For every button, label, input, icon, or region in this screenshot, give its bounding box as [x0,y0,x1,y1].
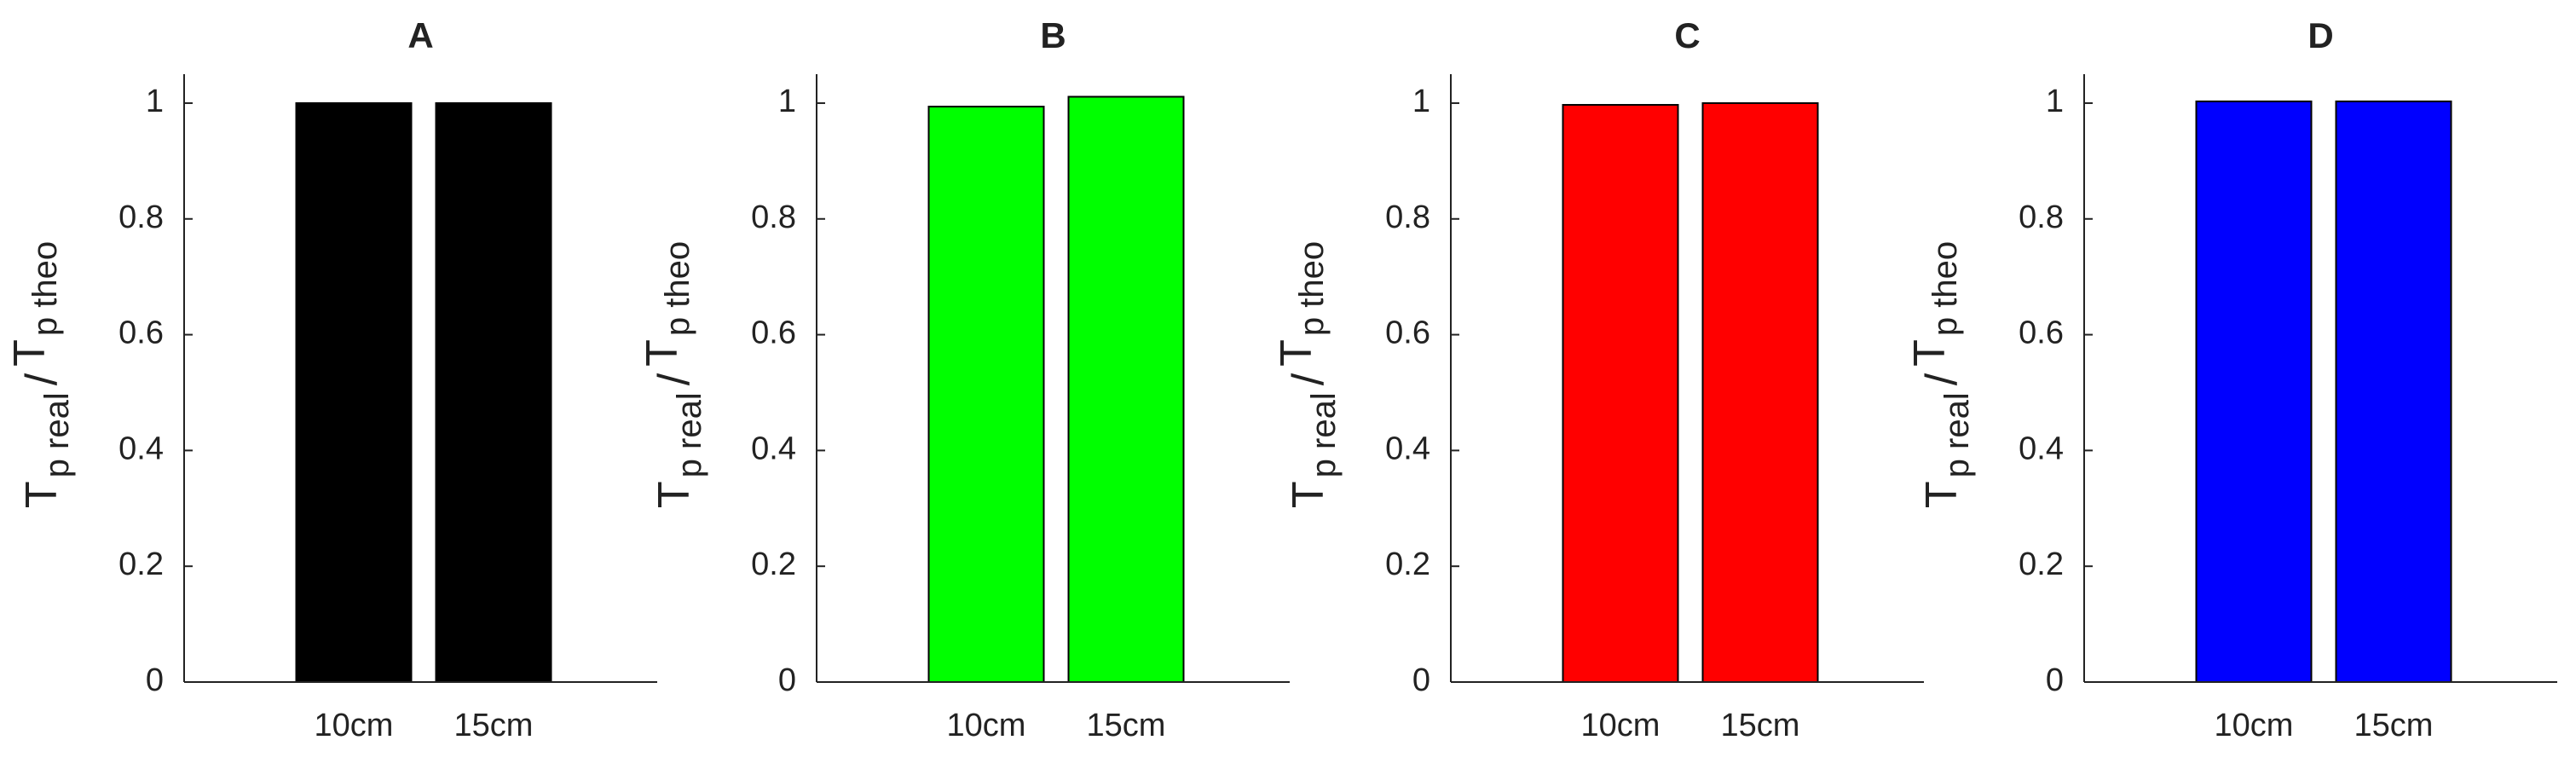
y-tick-label: 0.6 [2019,315,2064,351]
y-tick-label: 0 [146,662,164,698]
y-tick-label: 0.4 [1385,431,1430,466]
y-label-subscript: p real [1305,392,1343,477]
y-label-subscript: p real [1938,392,1976,477]
y-tick-label: 0.2 [2019,546,2064,582]
bar [1701,101,1819,683]
panel-title: B [1040,15,1066,55]
y-tick-label: 1 [778,84,796,119]
y-axis-label: Tp real / Tp theo [1905,241,1976,508]
y-tick-label: 0.2 [751,546,796,582]
x-tick-label: 10cm [947,708,1026,743]
y-tick-label: 1 [2046,84,2064,119]
x-tick-label: 15cm [1721,708,1800,743]
bar [1067,95,1185,684]
y-label-part: T [17,481,66,508]
bar [435,101,552,683]
panel: B Tp real / Tp theo 0 0.2 0.4 0.6 0.8 1 10cm 15cm [638,15,1290,743]
y-axis-label: Tp real / Tp theo [638,241,708,508]
y-tick-label: 0.4 [118,431,164,466]
y-tick-label: 0 [1412,662,1430,698]
y-tick-label: 0.6 [118,315,164,351]
y-tick-label: 1 [146,84,164,119]
y-label-part: / [17,373,66,385]
y-tick-label: 0.2 [118,546,164,582]
y-tick-label: 0.6 [751,315,796,351]
y-label-part: / [650,373,699,385]
y-label-part: T [5,339,55,367]
y-label-subscript: p theo [1293,241,1331,336]
bar [295,101,413,683]
y-label-part: / [1284,373,1333,385]
x-tick-label: 10cm [315,708,394,743]
y-label-part: / [1917,373,1967,385]
y-tick-label: 0.8 [1385,199,1430,235]
x-tick-label: 15cm [454,708,534,743]
bar [2195,100,2313,684]
x-tick-label: 10cm [1581,708,1661,743]
x-tick-label: 10cm [2215,708,2294,743]
y-label-subscript: p real [671,392,708,477]
y-tick-label: 0 [2046,662,2064,698]
y-label-subscript: p theo [659,241,696,336]
x-tick-label: 15cm [1087,708,1166,743]
y-label-part: T [650,481,699,508]
y-label-subscript: p real [38,392,76,477]
panel: A Tp real / Tp theo 0 0.2 0.4 0.6 0.8 1 10cm 15cm [5,15,657,743]
x-tick-label: 15cm [2354,708,2434,743]
bar [1562,103,1679,684]
bar [927,106,1045,683]
panel-title: D [2307,15,2333,55]
panel-title: A [407,15,433,55]
y-label-part: T [1917,481,1967,508]
y-tick-label: 0.2 [1385,546,1430,582]
y-tick-label: 0 [778,662,796,698]
y-tick-label: 0.8 [2019,199,2064,235]
bar [2335,100,2452,684]
y-label-part: T [1284,481,1333,508]
panel: D Tp real / Tp theo 0 0.2 0.4 0.6 0.8 1 10cm 15cm [1905,15,2557,743]
y-label-part: T [1905,339,1955,367]
panel-title: C [1674,15,1700,55]
y-axis-label: Tp real / Tp theo [5,241,76,508]
y-tick-label: 1 [1412,84,1430,119]
y-tick-label: 0.8 [118,199,164,235]
y-label-subscript: p theo [1926,241,1964,336]
y-tick-label: 0.8 [751,199,796,235]
panel: C Tp real / Tp theo 0 0.2 0.4 0.6 0.8 1 10cm 15cm [1272,15,1924,743]
y-label-part: T [638,339,687,367]
y-tick-label: 0.4 [2019,431,2064,466]
y-tick-label: 0.4 [751,431,796,466]
y-label-subscript: p theo [26,241,64,336]
y-tick-label: 0.6 [1385,315,1430,351]
y-label-part: T [1272,339,1321,367]
y-axis-label: Tp real / Tp theo [1272,241,1343,508]
